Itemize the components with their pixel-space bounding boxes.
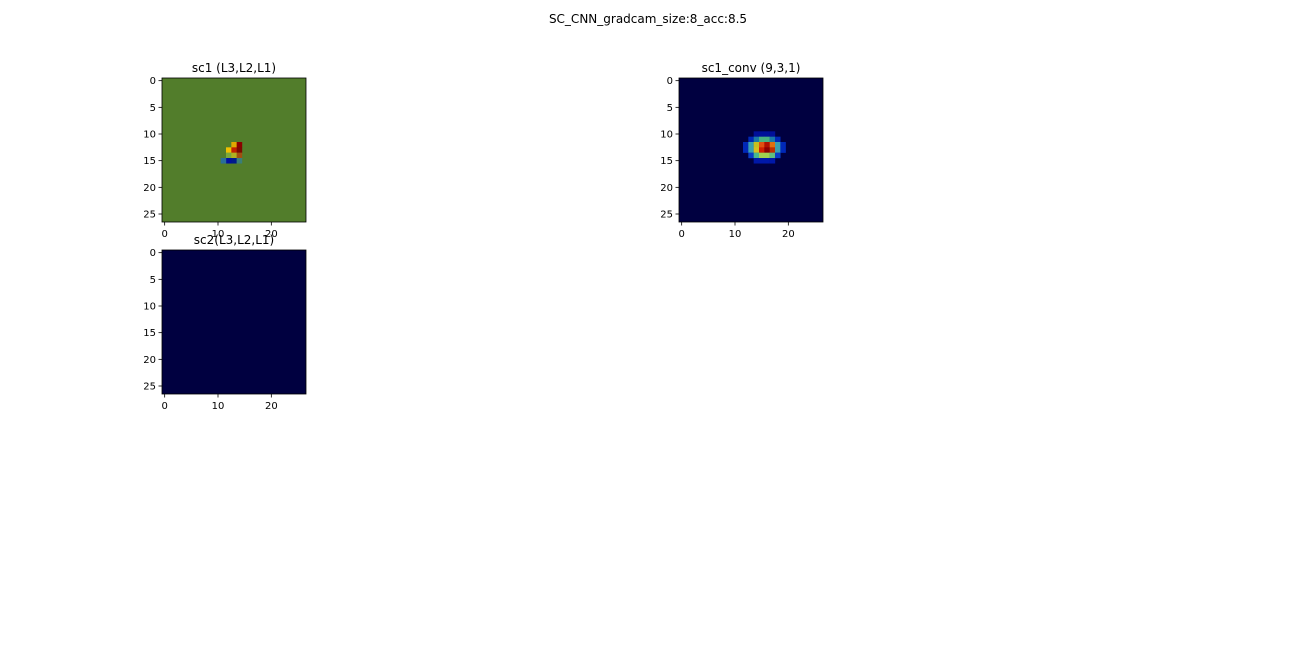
heatmap-cell xyxy=(759,136,765,143)
heatmap-cell xyxy=(236,147,243,153)
heatmap-cell xyxy=(764,147,770,153)
x-tick-label: 20 xyxy=(782,229,795,240)
heatmap-cell xyxy=(231,152,237,159)
y-tick-label: 5 xyxy=(150,275,156,286)
y-tick-label: 15 xyxy=(660,156,673,167)
y-tick-label: 0 xyxy=(150,76,156,87)
y-tick-label: 5 xyxy=(150,103,156,114)
heatmap-cell xyxy=(753,152,760,159)
heatmap-cell xyxy=(753,158,760,164)
y-tick-label: 20 xyxy=(143,183,156,194)
y-tick-label: 10 xyxy=(143,130,156,141)
heatmap-background xyxy=(162,250,306,394)
heatmap-cell xyxy=(748,147,754,153)
heatmap-cell xyxy=(231,158,237,164)
y-tick-label: 15 xyxy=(143,156,156,167)
heatmap-cell xyxy=(236,142,243,148)
heatmap-cell xyxy=(753,147,760,153)
heatmap-cell xyxy=(236,152,243,159)
heatmap-cell xyxy=(231,147,237,153)
heatmap-cell xyxy=(759,131,765,137)
y-tick-label: 25 xyxy=(143,210,156,221)
heatmap-cell xyxy=(759,147,765,153)
heatmap-cell xyxy=(236,158,243,164)
panel-title: sc1_conv (9,3,1) xyxy=(702,61,801,75)
axes-frame xyxy=(161,249,307,395)
heatmap-cell xyxy=(769,136,776,143)
heatmap-cell xyxy=(748,136,754,143)
panel-title: sc1 (L3,L2,L1) xyxy=(192,61,276,75)
heatmap-cell xyxy=(226,152,232,159)
y-tick-label: 10 xyxy=(660,130,673,141)
heatmap-cell xyxy=(780,147,786,153)
heatmap-cell xyxy=(769,152,776,159)
heatmap-cell xyxy=(753,142,760,148)
heatmap-cell xyxy=(764,142,770,148)
heatmap-cell xyxy=(231,142,237,148)
heatmap-cell xyxy=(753,131,760,137)
heatmap-cell xyxy=(775,147,781,153)
y-tick-label: 10 xyxy=(143,302,156,313)
y-tick-label: 5 xyxy=(667,103,673,114)
heatmap-cell xyxy=(748,142,754,148)
x-tick-label: 20 xyxy=(265,229,278,240)
heatmap-cell xyxy=(226,158,232,164)
heatmap-cell xyxy=(775,142,781,148)
heatmap-cell xyxy=(753,136,760,143)
heatmap-cell xyxy=(226,147,232,153)
heatmap-cell xyxy=(769,131,776,137)
panel-title: sc2(L3,L2,L1) xyxy=(194,233,274,247)
heatmap-cell xyxy=(775,136,781,143)
y-tick-label: 20 xyxy=(660,183,673,194)
heatmap-cell xyxy=(775,152,781,159)
x-tick-label: 0 xyxy=(161,229,167,240)
axes-frame xyxy=(678,77,824,223)
heatmap-cell xyxy=(759,152,765,159)
heatmap-cell xyxy=(743,142,749,148)
y-tick-label: 25 xyxy=(660,210,673,221)
heatmap-cell xyxy=(769,142,776,148)
figure-title: SC_CNN_gradcam_size:8_acc:8.5 xyxy=(549,12,747,26)
heatmap-cell xyxy=(220,158,227,164)
axes-frame xyxy=(161,77,307,223)
heatmap-cell xyxy=(764,152,770,159)
y-tick-label: 0 xyxy=(150,248,156,259)
heatmap-panel-sc1-conv: sc1_conv (9,3,1) 0 10 20 0 5 10 15 20 25 xyxy=(660,61,824,240)
heatmap-cell xyxy=(769,158,776,164)
x-tick-label: 10 xyxy=(212,229,225,240)
x-tick-label: 0 xyxy=(161,401,167,412)
heatmap-cell xyxy=(743,147,749,153)
x-tick-label: 10 xyxy=(212,401,225,412)
heatmap-panel-sc2: sc2(L3,L2,L1) 0 10 20 0 5 10 15 20 25 xyxy=(143,233,307,412)
heatmap-cell xyxy=(769,147,776,153)
y-tick-label: 20 xyxy=(143,355,156,366)
heatmap-cell xyxy=(759,142,765,148)
heatmap-cell xyxy=(764,136,770,143)
y-tick-label: 25 xyxy=(143,382,156,393)
y-tick-label: 15 xyxy=(143,328,156,339)
heatmap-cell xyxy=(780,142,786,148)
x-tick-label: 0 xyxy=(678,229,684,240)
heatmap-cell xyxy=(748,152,754,159)
x-tick-label: 20 xyxy=(265,401,278,412)
x-tick-label: 10 xyxy=(729,229,742,240)
y-tick-label: 0 xyxy=(667,76,673,87)
heatmap-cell xyxy=(764,131,770,137)
heatmap-cell xyxy=(764,158,770,164)
heatmap-cell xyxy=(759,158,765,164)
heatmap-panel-sc1: sc1 (L3,L2,L1) 0 10 20 0 5 10 15 20 25 xyxy=(143,61,307,240)
